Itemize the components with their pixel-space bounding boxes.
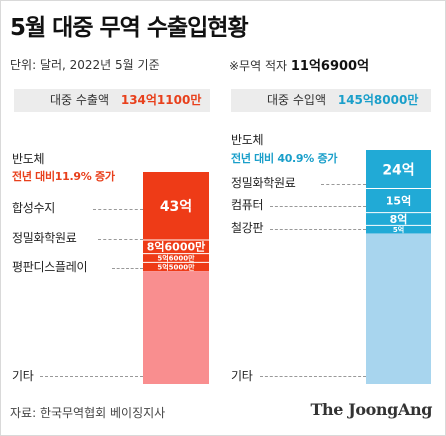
trade-deficit-value: 11억6900억 — [290, 59, 370, 74]
import-value-label-third: 8억 — [390, 213, 408, 226]
export-bar-segment-other — [143, 271, 209, 384]
import-bar-segment-other — [366, 233, 431, 384]
import-growth-note: 전년 대비 40.9% 증가 — [231, 152, 338, 165]
export-label-semiconductor: 반도체 — [12, 152, 45, 166]
import-bar-segment-semiconductor — [366, 150, 431, 189]
leader-line — [270, 206, 366, 207]
trade-deficit-label: ※무역 적자 — [229, 59, 288, 73]
export-bar-segment-second — [143, 239, 209, 254]
export-total-value: 134억1100만 — [120, 93, 202, 107]
import-label-computer: 컴퓨터 — [231, 198, 264, 212]
import-bar-segment-fourth — [366, 225, 431, 234]
import-value-label-fourth: 5억 — [393, 225, 404, 234]
publisher-logo: The JoongAng — [310, 400, 433, 419]
export-label-display: 평판디스플레이 — [12, 260, 88, 274]
export-value-label-second: 8억6000만 — [147, 240, 206, 254]
export-value-label-semiconductor: 43억 — [160, 199, 192, 215]
unit-note: 단위: 달러, 2022년 5월 기준 — [10, 58, 160, 72]
import-label-semiconductor: 반도체 — [231, 133, 264, 147]
export-bar-segment-third — [143, 253, 209, 263]
page-title: 5월 대중 무역 수출입현황 — [10, 15, 249, 41]
import-label-chemical: 정밀화학원료 — [231, 176, 296, 190]
export-bar-segment-fourth — [143, 262, 209, 272]
export-label-resin: 합성수지 — [12, 201, 55, 215]
leader-line — [321, 184, 366, 185]
export-label-chemical: 정밀화학원료 — [12, 231, 77, 245]
import-value-label-second: 15억 — [386, 195, 411, 208]
leader-line — [93, 209, 143, 210]
export-total-box: 대중 수출액 134억1100만 — [14, 89, 210, 112]
export-total-label: 대중 수출액 — [50, 93, 110, 107]
leader-line — [98, 239, 143, 240]
import-total-value: 145억8000만 — [337, 93, 419, 107]
export-bar-segment-semiconductor — [143, 172, 209, 240]
import-value-label-semiconductor: 24억 — [382, 162, 414, 178]
leader-line — [112, 268, 143, 269]
import-total-label: 대중 수입액 — [267, 93, 327, 107]
export-label-other: 기타 — [12, 369, 34, 383]
import-label-steel: 철강판 — [231, 221, 264, 235]
export-growth-note: 전년 대비11.9% 증가 — [12, 170, 115, 183]
import-total-box: 대중 수입액 145억8000만 — [231, 89, 431, 112]
export-value-label-third: 5억6000만 — [157, 254, 195, 263]
export-value-label-fourth: 5억5000만 — [157, 262, 195, 271]
source-note: 자료: 한국무역협회 베이징지사 — [10, 406, 166, 420]
leader-line — [270, 229, 366, 230]
import-bar-segment-second — [366, 188, 431, 213]
import-bar-segment-third — [366, 212, 431, 226]
import-label-other: 기타 — [231, 369, 253, 383]
trade-deficit: ※무역 적자 11억6900억 — [229, 55, 369, 74]
leader-line — [40, 376, 143, 377]
leader-line — [260, 376, 366, 377]
